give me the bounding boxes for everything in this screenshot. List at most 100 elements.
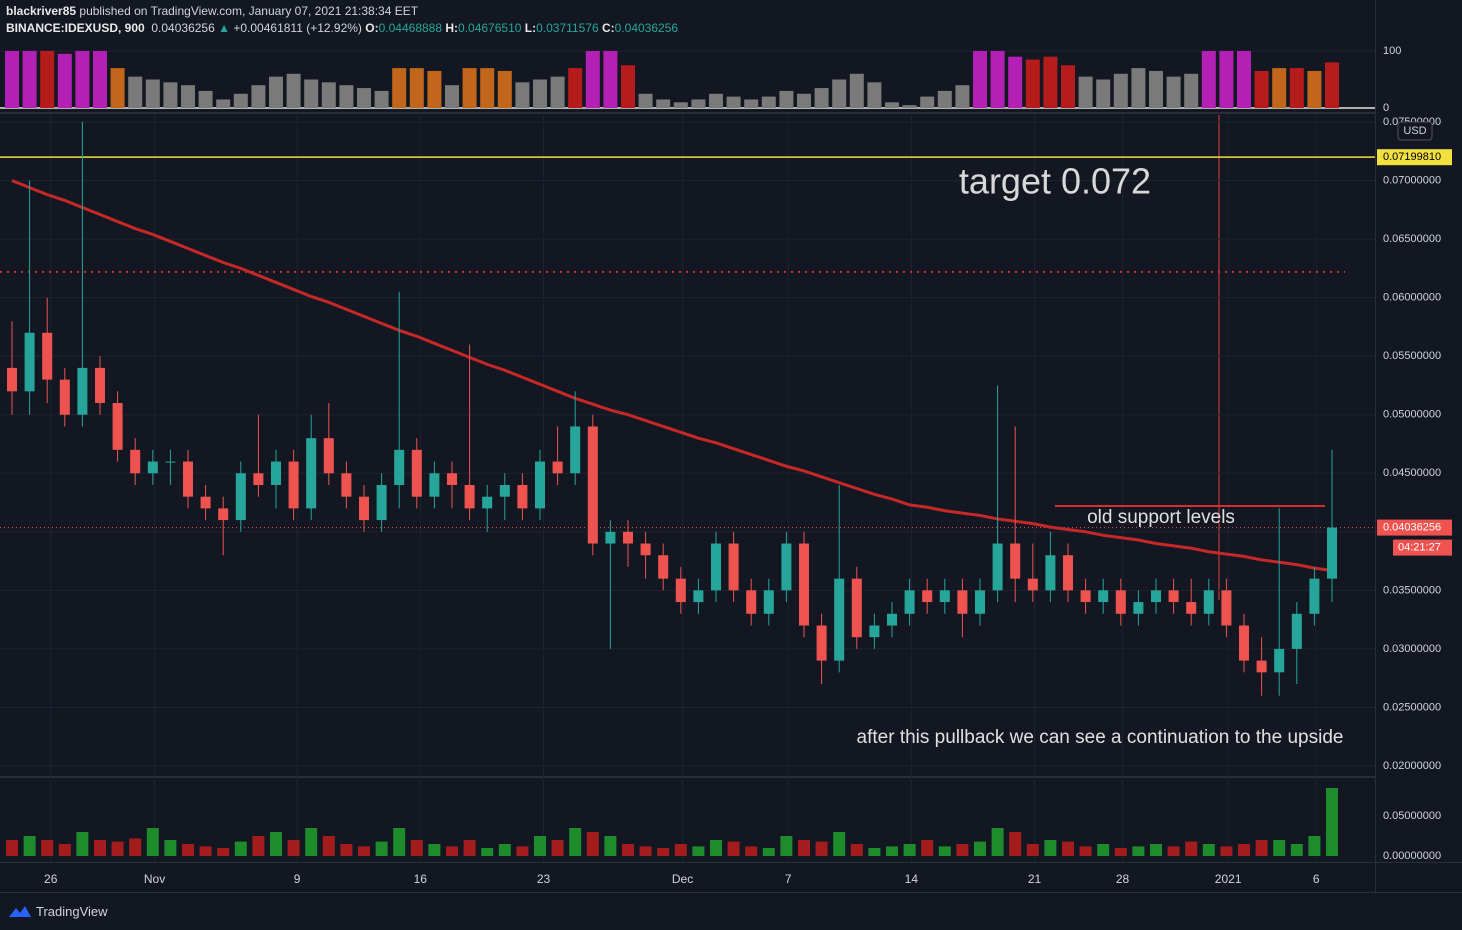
volume-bar xyxy=(727,841,740,856)
annotation: after this pullback we can see a continu… xyxy=(857,727,1344,748)
osc-bar xyxy=(1149,70,1163,109)
candle-body xyxy=(781,543,792,591)
volume-bar xyxy=(780,836,793,856)
candle-body xyxy=(1203,590,1214,614)
candle-body xyxy=(816,625,827,661)
candle-body xyxy=(77,367,88,415)
osc-bar xyxy=(1025,59,1040,109)
ohlc: O:0.04468888 H:0.04676510 L:0.03711576 C… xyxy=(365,21,678,35)
candle-body xyxy=(147,461,158,474)
osc-bar xyxy=(1078,76,1093,109)
volume-bar xyxy=(322,836,335,856)
osc-bar xyxy=(533,79,547,109)
osc-bar xyxy=(885,102,899,109)
symbol-line: BINANCE:IDEXUSD, 900 0.04036256 ▲ +0.004… xyxy=(6,20,678,37)
osc-bar xyxy=(497,70,512,109)
volume-bar xyxy=(340,844,353,856)
candle-body xyxy=(834,578,845,661)
volume-bar xyxy=(1273,840,1286,856)
volume-bar xyxy=(1044,840,1057,856)
marks xyxy=(0,50,1375,856)
candle-body xyxy=(869,625,880,638)
osc-bar xyxy=(480,68,495,109)
volume-bar xyxy=(164,840,177,856)
candle-body xyxy=(1098,590,1109,603)
osc-bar xyxy=(409,68,424,109)
osc-bar xyxy=(163,82,178,109)
osc-bar xyxy=(744,99,759,109)
volume-bar xyxy=(921,840,934,856)
axis-border xyxy=(1375,0,1376,892)
volume-bar xyxy=(463,840,476,856)
x-tick-label: 21 xyxy=(1028,872,1042,886)
y-tick-label: 0.03500000 xyxy=(1383,584,1441,596)
candle-body xyxy=(1309,578,1320,614)
candle-body xyxy=(763,590,774,614)
osc-bar xyxy=(110,68,125,109)
volume-bar xyxy=(481,848,494,856)
osc-bar xyxy=(128,76,143,109)
price-badge-label: 0.04036256 xyxy=(1383,521,1441,533)
osc-bar xyxy=(392,68,407,109)
author[interactable]: blackriver85 xyxy=(6,4,77,18)
candle-body xyxy=(675,578,686,603)
candle-body xyxy=(658,555,669,579)
candle-body xyxy=(570,426,581,474)
x-tick-label: 23 xyxy=(537,872,551,886)
candle-body xyxy=(218,508,229,521)
volume-bar xyxy=(305,828,318,856)
volume-bar xyxy=(1290,844,1303,856)
candle-body xyxy=(394,449,405,485)
volume-bar xyxy=(657,848,670,856)
published: published on TradingView.com, January 07… xyxy=(79,4,419,18)
osc-bar xyxy=(1061,65,1075,109)
symbol: BINANCE:IDEXUSD, 900 xyxy=(6,21,145,35)
candle-body xyxy=(1010,543,1021,579)
ohlc-value: 0.04468888 xyxy=(378,21,443,35)
osc-bar xyxy=(779,90,794,109)
ohlc-key: H: xyxy=(445,21,459,35)
candle-body xyxy=(711,543,721,591)
volume-bar xyxy=(516,846,529,856)
candle-body xyxy=(411,449,422,497)
x-tick-label: 28 xyxy=(1116,872,1130,886)
currency-badge xyxy=(1397,121,1433,141)
candle-body xyxy=(1186,602,1197,614)
candle-body xyxy=(728,543,739,591)
candle-body xyxy=(112,403,123,450)
osc-bar xyxy=(93,50,107,109)
moving-average xyxy=(11,179,1333,572)
osc-bar xyxy=(5,50,19,109)
candle-body xyxy=(1115,590,1126,614)
volume-bar xyxy=(815,841,828,856)
volume-tick-label: 0.05000000 xyxy=(1383,810,1441,822)
candle-body xyxy=(429,473,440,497)
osc-bar xyxy=(339,85,354,109)
osc-bar xyxy=(920,96,935,109)
change: +0.00461811 (+12.92%) xyxy=(233,21,362,35)
osc-bar xyxy=(638,93,653,109)
candle-body xyxy=(1080,590,1091,603)
osc-bar xyxy=(515,82,530,109)
osc-bar xyxy=(709,93,723,109)
volume-bar xyxy=(569,828,582,856)
volume-bar xyxy=(498,844,511,856)
osc-bar xyxy=(990,50,1005,109)
volume-bar xyxy=(428,844,441,856)
volume-bar xyxy=(1009,832,1022,856)
volume-bar xyxy=(622,844,634,856)
candle-body xyxy=(499,484,510,497)
osc-bar xyxy=(761,96,776,109)
volume-bar xyxy=(1202,844,1215,856)
osc-bar xyxy=(357,88,371,109)
candle-body xyxy=(165,461,176,463)
publish-line: blackriver85 published on TradingView.co… xyxy=(6,3,678,20)
volume-bar xyxy=(710,840,722,856)
osc-bar xyxy=(445,85,459,109)
volume-bar xyxy=(551,840,564,856)
volume-bar xyxy=(868,848,881,856)
candle-body xyxy=(975,590,985,614)
candle-body xyxy=(605,531,616,544)
osc-bar xyxy=(1113,73,1128,109)
